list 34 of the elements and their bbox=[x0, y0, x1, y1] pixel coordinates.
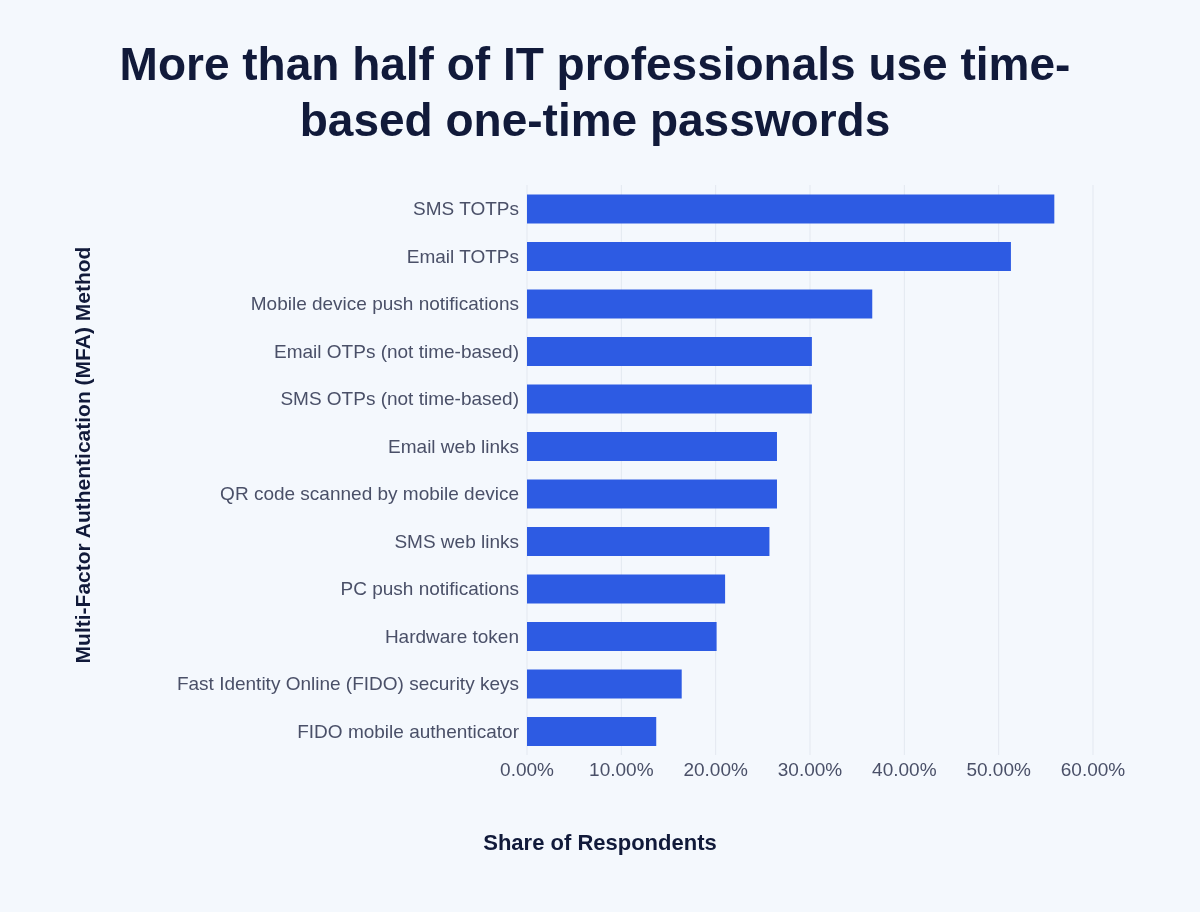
x-tick-label: 0.00% bbox=[500, 759, 555, 781]
bar bbox=[527, 574, 726, 604]
y-tick-label: Fast Identity Online (FIDO) security keys bbox=[176, 673, 519, 695]
bar bbox=[527, 717, 657, 746]
x-tick-label: 10.00% bbox=[589, 759, 654, 781]
bar bbox=[527, 194, 1055, 224]
y-tick-label: Hardware token bbox=[384, 625, 519, 647]
x-tick-label: 30.00% bbox=[777, 759, 843, 781]
x-tick-label: 60.00% bbox=[1060, 759, 1126, 781]
y-tick-label: Email TOTPs bbox=[406, 245, 519, 267]
bar bbox=[527, 669, 682, 699]
x-tick-label: 50.00% bbox=[966, 759, 1031, 781]
y-tick-label: QR code scanned by mobile device bbox=[220, 483, 519, 505]
bar bbox=[527, 622, 717, 651]
x-tick-label: 20.00% bbox=[683, 759, 748, 781]
bar bbox=[527, 289, 873, 319]
y-tick-label: Email web links bbox=[388, 435, 519, 457]
y-tick-label: Email OTPs (not time-based) bbox=[274, 340, 519, 362]
y-tick-label: PC push notifications bbox=[340, 578, 519, 600]
y-tick-label: SMS TOTPs bbox=[413, 198, 519, 220]
y-tick-label: FIDO mobile authenticator bbox=[297, 720, 520, 742]
bar bbox=[527, 479, 777, 509]
bar bbox=[527, 242, 1011, 271]
bar bbox=[527, 337, 812, 366]
y-tick-label: SMS web links bbox=[394, 530, 519, 552]
bar bbox=[527, 432, 777, 461]
bar bbox=[527, 527, 770, 556]
y-axis-title: Multi-Factor Authentication (MFA) Method bbox=[71, 246, 95, 664]
chart-title: More than half of IT professionals use time-based one-time passwords bbox=[118, 37, 1072, 148]
y-tick-label: SMS OTPs (not time-based) bbox=[280, 388, 519, 410]
y-tick-label: Mobile device push notifications bbox=[250, 293, 519, 315]
x-axis-title: Share of Respondents bbox=[482, 830, 718, 856]
x-tick-label: 40.00% bbox=[872, 759, 937, 781]
bar bbox=[527, 384, 812, 414]
